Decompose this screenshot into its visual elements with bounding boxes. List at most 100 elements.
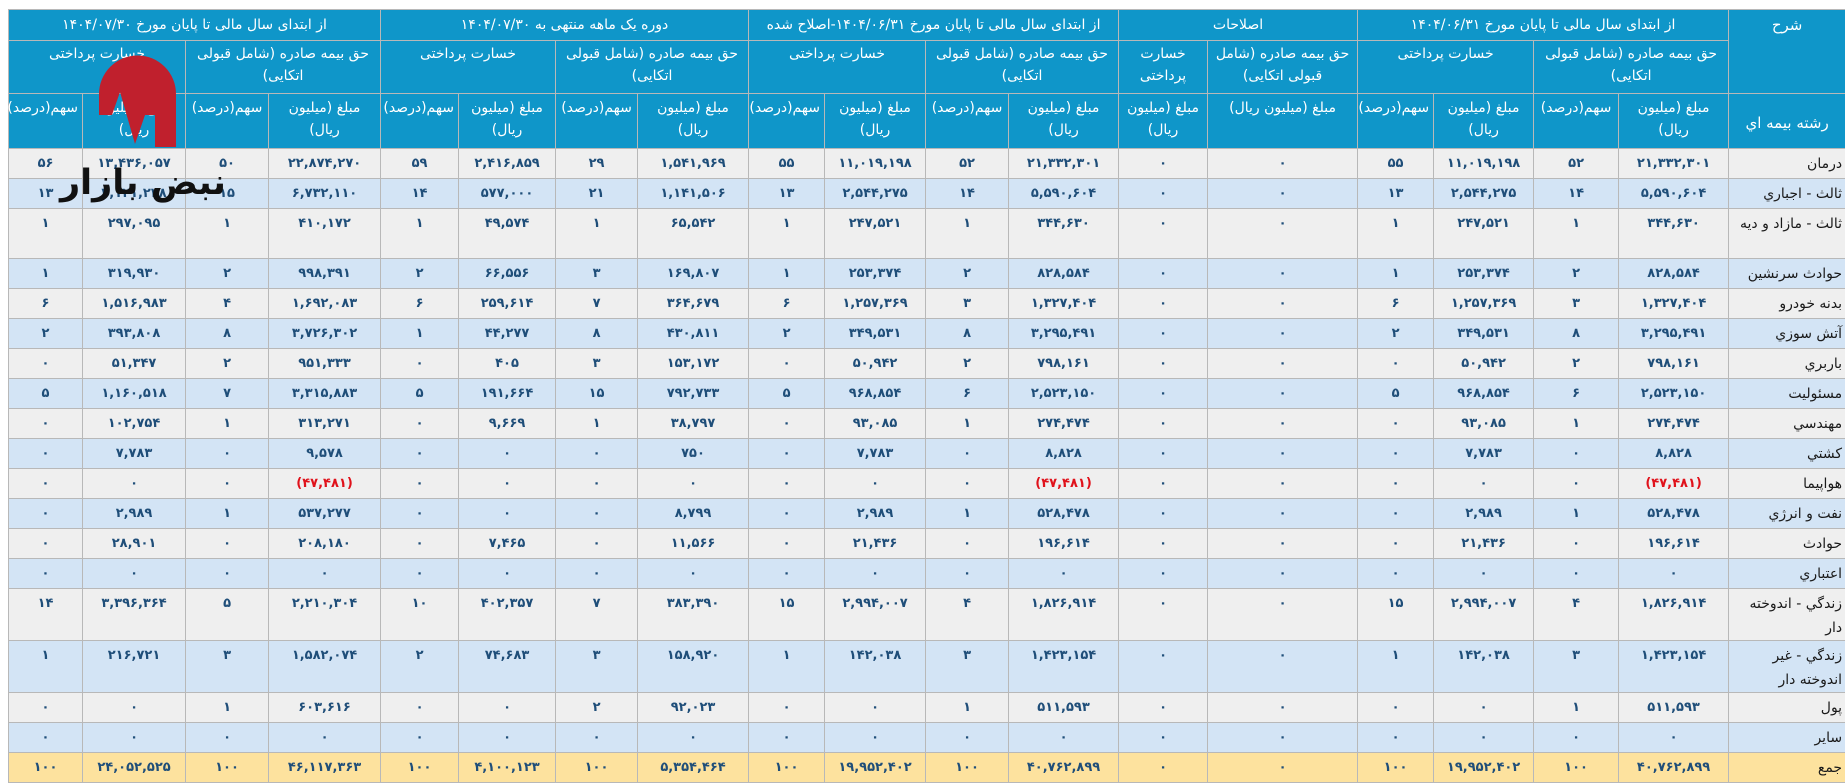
amount-cell: ۰ <box>1119 179 1208 209</box>
amount-cell: ۳۴۹,۵۳۱ <box>825 319 926 349</box>
amount-cell: ۰ <box>1208 379 1358 409</box>
amount-cell: ۲۱,۴۳۶ <box>1434 529 1534 559</box>
share-cell: ۰ <box>1358 529 1434 559</box>
amount-cell: ۰ <box>1208 259 1358 289</box>
share-cell: ۵۹ <box>381 149 459 179</box>
amount-cell: ۰ <box>1119 499 1208 529</box>
amount-cell: ۰ <box>1208 409 1358 439</box>
amount-cell: ۰ <box>1208 693 1358 723</box>
amount-cell: ۷۹۸,۱۶۱ <box>1009 349 1119 379</box>
share-cell: ۰ <box>381 439 459 469</box>
share-cell: ۵۰ <box>186 149 269 179</box>
insurance-line-name: حوادث سرنشين <box>1729 259 1845 289</box>
amount-cell: ۲۵۹,۶۱۴ <box>459 289 556 319</box>
amount-cell: ۰ <box>1119 259 1208 289</box>
insurance-line-name: آتش سوزي <box>1729 319 1845 349</box>
amount-cell: ۱,۵۱۶,۹۸۳ <box>83 289 186 319</box>
share-cell: ۰ <box>186 723 269 753</box>
amount-cell: ۹۹۸,۳۹۱ <box>269 259 381 289</box>
amount-cell: ۲,۹۸۹ <box>1434 499 1534 529</box>
share-cell: ۰ <box>1358 439 1434 469</box>
amount-cell: ۰ <box>83 723 186 753</box>
amount-cell: ۳۱۳,۲۷۱ <box>269 409 381 439</box>
amount-cell: ۰ <box>83 559 186 589</box>
share-cell: ۰ <box>9 693 83 723</box>
share-cell: ۱۴ <box>926 179 1009 209</box>
share-cell: ۰ <box>186 439 269 469</box>
share-cell: ۱۰۰ <box>1358 753 1434 783</box>
amount-cell: ۰ <box>1119 693 1208 723</box>
col-share: سهم(درصد) <box>9 94 83 149</box>
share-cell: ۰ <box>186 469 269 499</box>
amount-cell: ۹۲,۰۲۳ <box>638 693 749 723</box>
amount-cell: ۹۳,۰۸۵ <box>1434 409 1534 439</box>
share-cell: ۸ <box>186 319 269 349</box>
amount-cell: ۰ <box>1119 379 1208 409</box>
amount-cell: ۰ <box>1208 289 1358 319</box>
amount-cell: ۲۵۳,۳۷۴ <box>825 259 926 289</box>
share-cell: ۲ <box>926 259 1009 289</box>
amount-cell: ۹,۶۶۹ <box>459 409 556 439</box>
sub-header-premium: حق بیمه صادره (شامل قبولی اتکایی) <box>1208 41 1358 94</box>
share-cell: ۱ <box>186 209 269 259</box>
amount-cell: ۰ <box>1119 559 1208 589</box>
amount-cell: ۲,۹۹۴,۰۰۷ <box>1434 589 1534 641</box>
share-cell: ۱۵ <box>556 379 638 409</box>
share-cell: ۰ <box>1534 559 1619 589</box>
share-cell: ۰ <box>9 723 83 753</box>
amount-cell: ۷۴,۶۸۳ <box>459 641 556 693</box>
amount-cell: ۰ <box>1619 723 1729 753</box>
amount-cell: ۱۵۳,۱۷۲ <box>638 349 749 379</box>
amount-cell: ۰ <box>1434 469 1534 499</box>
amount-cell: ۰ <box>1208 209 1358 259</box>
share-cell: ۱۰ <box>381 589 459 641</box>
insurance-line-name: هواپيما <box>1729 469 1845 499</box>
amount-cell: ۱۴۲,۰۳۸ <box>825 641 926 693</box>
amount-cell: ۹۳,۰۸۵ <box>825 409 926 439</box>
group-header-adjustments: اصلاحات <box>1119 10 1358 41</box>
amount-cell: ۹۶۸,۸۵۴ <box>825 379 926 409</box>
share-cell: ۶ <box>381 289 459 319</box>
share-cell: ۷ <box>556 589 638 641</box>
share-cell: ۰ <box>381 693 459 723</box>
amount-cell: ۱۹,۹۵۲,۴۰۲ <box>825 753 926 783</box>
share-cell: ۰ <box>1358 349 1434 379</box>
amount-cell: ۷۹۸,۱۶۱ <box>1619 349 1729 379</box>
amount-cell: ۵۱۱,۵۹۳ <box>1009 693 1119 723</box>
amount-cell: ۴۹,۵۷۴ <box>459 209 556 259</box>
amount-cell: ۸,۸۲۸ <box>1619 439 1729 469</box>
share-cell: ۱ <box>556 409 638 439</box>
share-cell: ۳ <box>556 641 638 693</box>
col-amount: مبلغ (میلیون ریال) <box>1619 94 1729 149</box>
share-cell: ۲ <box>381 259 459 289</box>
amount-cell: ۴,۱۰۰,۱۲۳ <box>459 753 556 783</box>
share-cell: ۱۳ <box>749 179 825 209</box>
amount-cell: ۵,۵۹۰,۶۰۴ <box>1009 179 1119 209</box>
amount-cell: ۰ <box>1119 409 1208 439</box>
share-cell: ۲ <box>381 641 459 693</box>
amount-cell: (۴۷,۴۸۱) <box>1619 469 1729 499</box>
amount-cell: ۱۹۶,۶۱۴ <box>1619 529 1729 559</box>
amount-cell: ۴۰,۷۶۲,۸۹۹ <box>1619 753 1729 783</box>
share-cell: ۰ <box>556 439 638 469</box>
amount-cell: ۰ <box>1208 149 1358 179</box>
share-cell: ۱ <box>1534 499 1619 529</box>
share-cell: ۲ <box>186 259 269 289</box>
share-cell: ۳ <box>926 289 1009 319</box>
amount-cell: ۲۱,۴۳۶ <box>825 529 926 559</box>
share-cell: ۰ <box>9 499 83 529</box>
amount-cell: ۰ <box>1208 179 1358 209</box>
amount-cell: ۲,۹۸۹ <box>825 499 926 529</box>
amount-cell: ۰ <box>1208 499 1358 529</box>
sub-header-claims: خسارت پرداختی <box>9 41 186 94</box>
share-cell: ۵۵ <box>1358 149 1434 179</box>
share-cell: ۱۴ <box>9 589 83 641</box>
amount-cell: ۰ <box>1434 723 1534 753</box>
sub-header-premium: حق بیمه صادره (شامل قبولی اتکایی) <box>1534 41 1729 94</box>
share-cell: ۰ <box>9 349 83 379</box>
